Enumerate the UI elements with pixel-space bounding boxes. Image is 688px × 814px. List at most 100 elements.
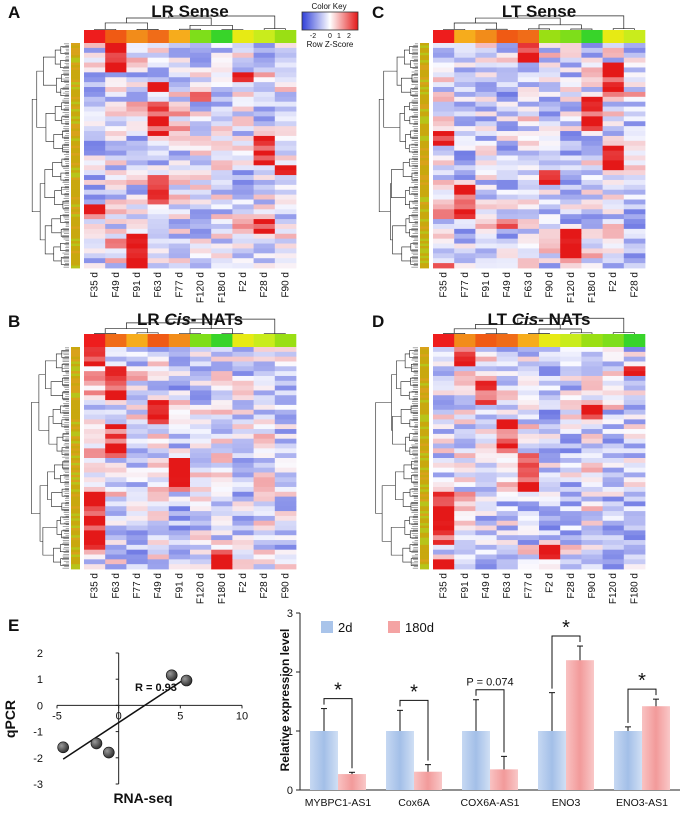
heatmap-cell	[602, 189, 625, 196]
row-side-cell	[71, 542, 80, 546]
heatmap-cell	[623, 371, 646, 377]
heatmap-cell	[560, 472, 582, 478]
heatmap-cell	[126, 175, 148, 181]
heatmap-cell	[433, 263, 455, 269]
heatmap-cell	[581, 47, 603, 54]
row-side-cell	[420, 477, 429, 481]
heatmap-cell	[560, 385, 582, 391]
row-side-cell	[420, 482, 429, 485]
heatmap-cell	[232, 438, 254, 444]
heatmap-cell	[454, 170, 476, 176]
heatmap-cell	[581, 414, 603, 420]
row-side-cell	[71, 116, 80, 120]
heatmap-cell	[232, 199, 254, 205]
heatmap-cell	[581, 380, 603, 387]
heatmap-cell	[274, 131, 297, 137]
sample-color-cell	[253, 334, 276, 347]
sample-label: F28 d	[259, 573, 270, 599]
heatmap-cell	[168, 554, 191, 560]
heatmap-cell	[454, 77, 476, 83]
heatmap-cell	[274, 43, 297, 49]
heatmap-cell	[454, 453, 476, 459]
sample-label: F2 d	[238, 573, 249, 593]
heatmap-cell	[84, 135, 106, 142]
heatmap-cell	[147, 140, 170, 147]
color-key-tick: 1	[337, 33, 341, 40]
heatmap-cell	[147, 433, 170, 440]
heatmap-cell	[454, 554, 476, 560]
heatmap-cell	[105, 96, 127, 103]
heatmap-cell	[433, 371, 455, 377]
row-side-cell	[71, 160, 80, 164]
heatmap-cell	[496, 82, 519, 88]
heatmap-cell	[433, 448, 455, 454]
heatmap-cell	[602, 496, 625, 502]
heatmap-cell	[147, 390, 170, 396]
heatmap-cell	[84, 184, 106, 191]
heatmap-cell	[274, 96, 297, 103]
dendrogram-branch	[44, 360, 57, 389]
heatmap-cell	[84, 472, 106, 478]
heatmap-cell	[475, 486, 497, 493]
heatmap-cell	[602, 472, 625, 478]
heatmap-cell	[147, 194, 170, 200]
row-side-cell	[420, 233, 429, 237]
heatmap-cell	[517, 150, 540, 156]
heatmap-cell	[517, 111, 540, 117]
sample-label: F77 d	[174, 272, 185, 298]
heatmap-cell	[211, 77, 233, 83]
heatmap-cell	[211, 253, 233, 259]
dendrogram-branch	[409, 102, 418, 111]
heatmap-cell	[454, 366, 476, 372]
heatmap-cell	[211, 477, 233, 483]
heatmap-cell	[581, 67, 603, 73]
heatmap-cell	[454, 540, 476, 546]
heatmap-cell	[84, 170, 106, 176]
heatmap-cell	[560, 356, 582, 362]
heatmap-cell	[168, 62, 191, 68]
row-side-cell	[420, 383, 429, 387]
heatmap-cell	[211, 189, 233, 196]
heatmap-cell	[539, 520, 561, 526]
heatmap-cell	[581, 515, 603, 522]
heatmap-cell	[602, 443, 625, 449]
heatmap-cell	[539, 448, 561, 454]
heatmap-cell	[84, 506, 106, 512]
row-side-cell	[420, 138, 429, 142]
heatmap-cell	[232, 72, 254, 78]
heatmap-cell	[433, 525, 455, 531]
dendrogram-branch	[50, 381, 63, 396]
heatmap-cell	[190, 209, 212, 215]
heatmap-cell	[84, 160, 106, 166]
heatmap-cell	[105, 351, 127, 358]
heatmap-cell	[560, 535, 582, 541]
heatmap-cell	[190, 477, 212, 483]
heatmap-cell	[539, 145, 561, 152]
heatmap-cell	[126, 253, 148, 259]
heatmap-cell	[517, 371, 540, 377]
heatmap-cell	[496, 448, 519, 454]
row-side-cell	[71, 441, 80, 444]
heatmap-cell	[84, 62, 106, 68]
heatmap-cell	[623, 214, 646, 220]
sample-color-cell	[126, 30, 148, 43]
heatmap-cell	[623, 351, 646, 358]
heatmap-cell	[168, 429, 191, 435]
heatmap-cell	[496, 175, 519, 181]
row-side-cell	[71, 385, 80, 389]
y-tick-label: 3	[287, 608, 293, 620]
heatmap-cell	[454, 238, 476, 244]
heatmap-cell	[232, 82, 254, 88]
row-side-cell	[420, 366, 429, 370]
heatmap-cell	[496, 424, 519, 430]
heatmap-cell	[433, 559, 455, 565]
dendrogram-branch	[375, 402, 392, 514]
heatmap-cell	[211, 540, 233, 546]
row-side-cell	[71, 496, 80, 500]
heatmap-cell	[475, 67, 497, 73]
heatmap-cell	[190, 414, 212, 420]
heatmap-cell	[147, 223, 170, 230]
dendrogram-branch	[42, 527, 57, 556]
heatmap-cell	[211, 366, 233, 372]
